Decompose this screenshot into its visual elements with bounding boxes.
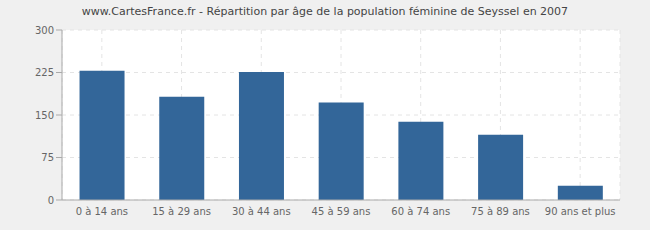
svg-text:60 à 74 ans: 60 à 74 ans (391, 206, 450, 217)
svg-text:0: 0 (48, 195, 54, 206)
svg-text:90 ans et plus: 90 ans et plus (545, 206, 616, 217)
html-text:www.CartesFrance.fr - Répartit: www.CartesFrance.fr - Répartition par âg… (81, 5, 569, 18)
svg-text:0 à 14 ans: 0 à 14 ans (76, 206, 128, 217)
svg-text:150: 150 (35, 110, 54, 121)
svg-text:75: 75 (41, 152, 54, 163)
svg-text:15 à 29 ans: 15 à 29 ans (152, 206, 211, 217)
svg-text:45 à 59 ans: 45 à 59 ans (312, 206, 371, 217)
svg-text:225: 225 (35, 67, 54, 78)
svg-text:75 à 89 ans: 75 à 89 ans (471, 206, 530, 217)
svg-text:300: 300 (35, 25, 54, 36)
svg-text:30 à 44 ans: 30 à 44 ans (232, 206, 291, 217)
